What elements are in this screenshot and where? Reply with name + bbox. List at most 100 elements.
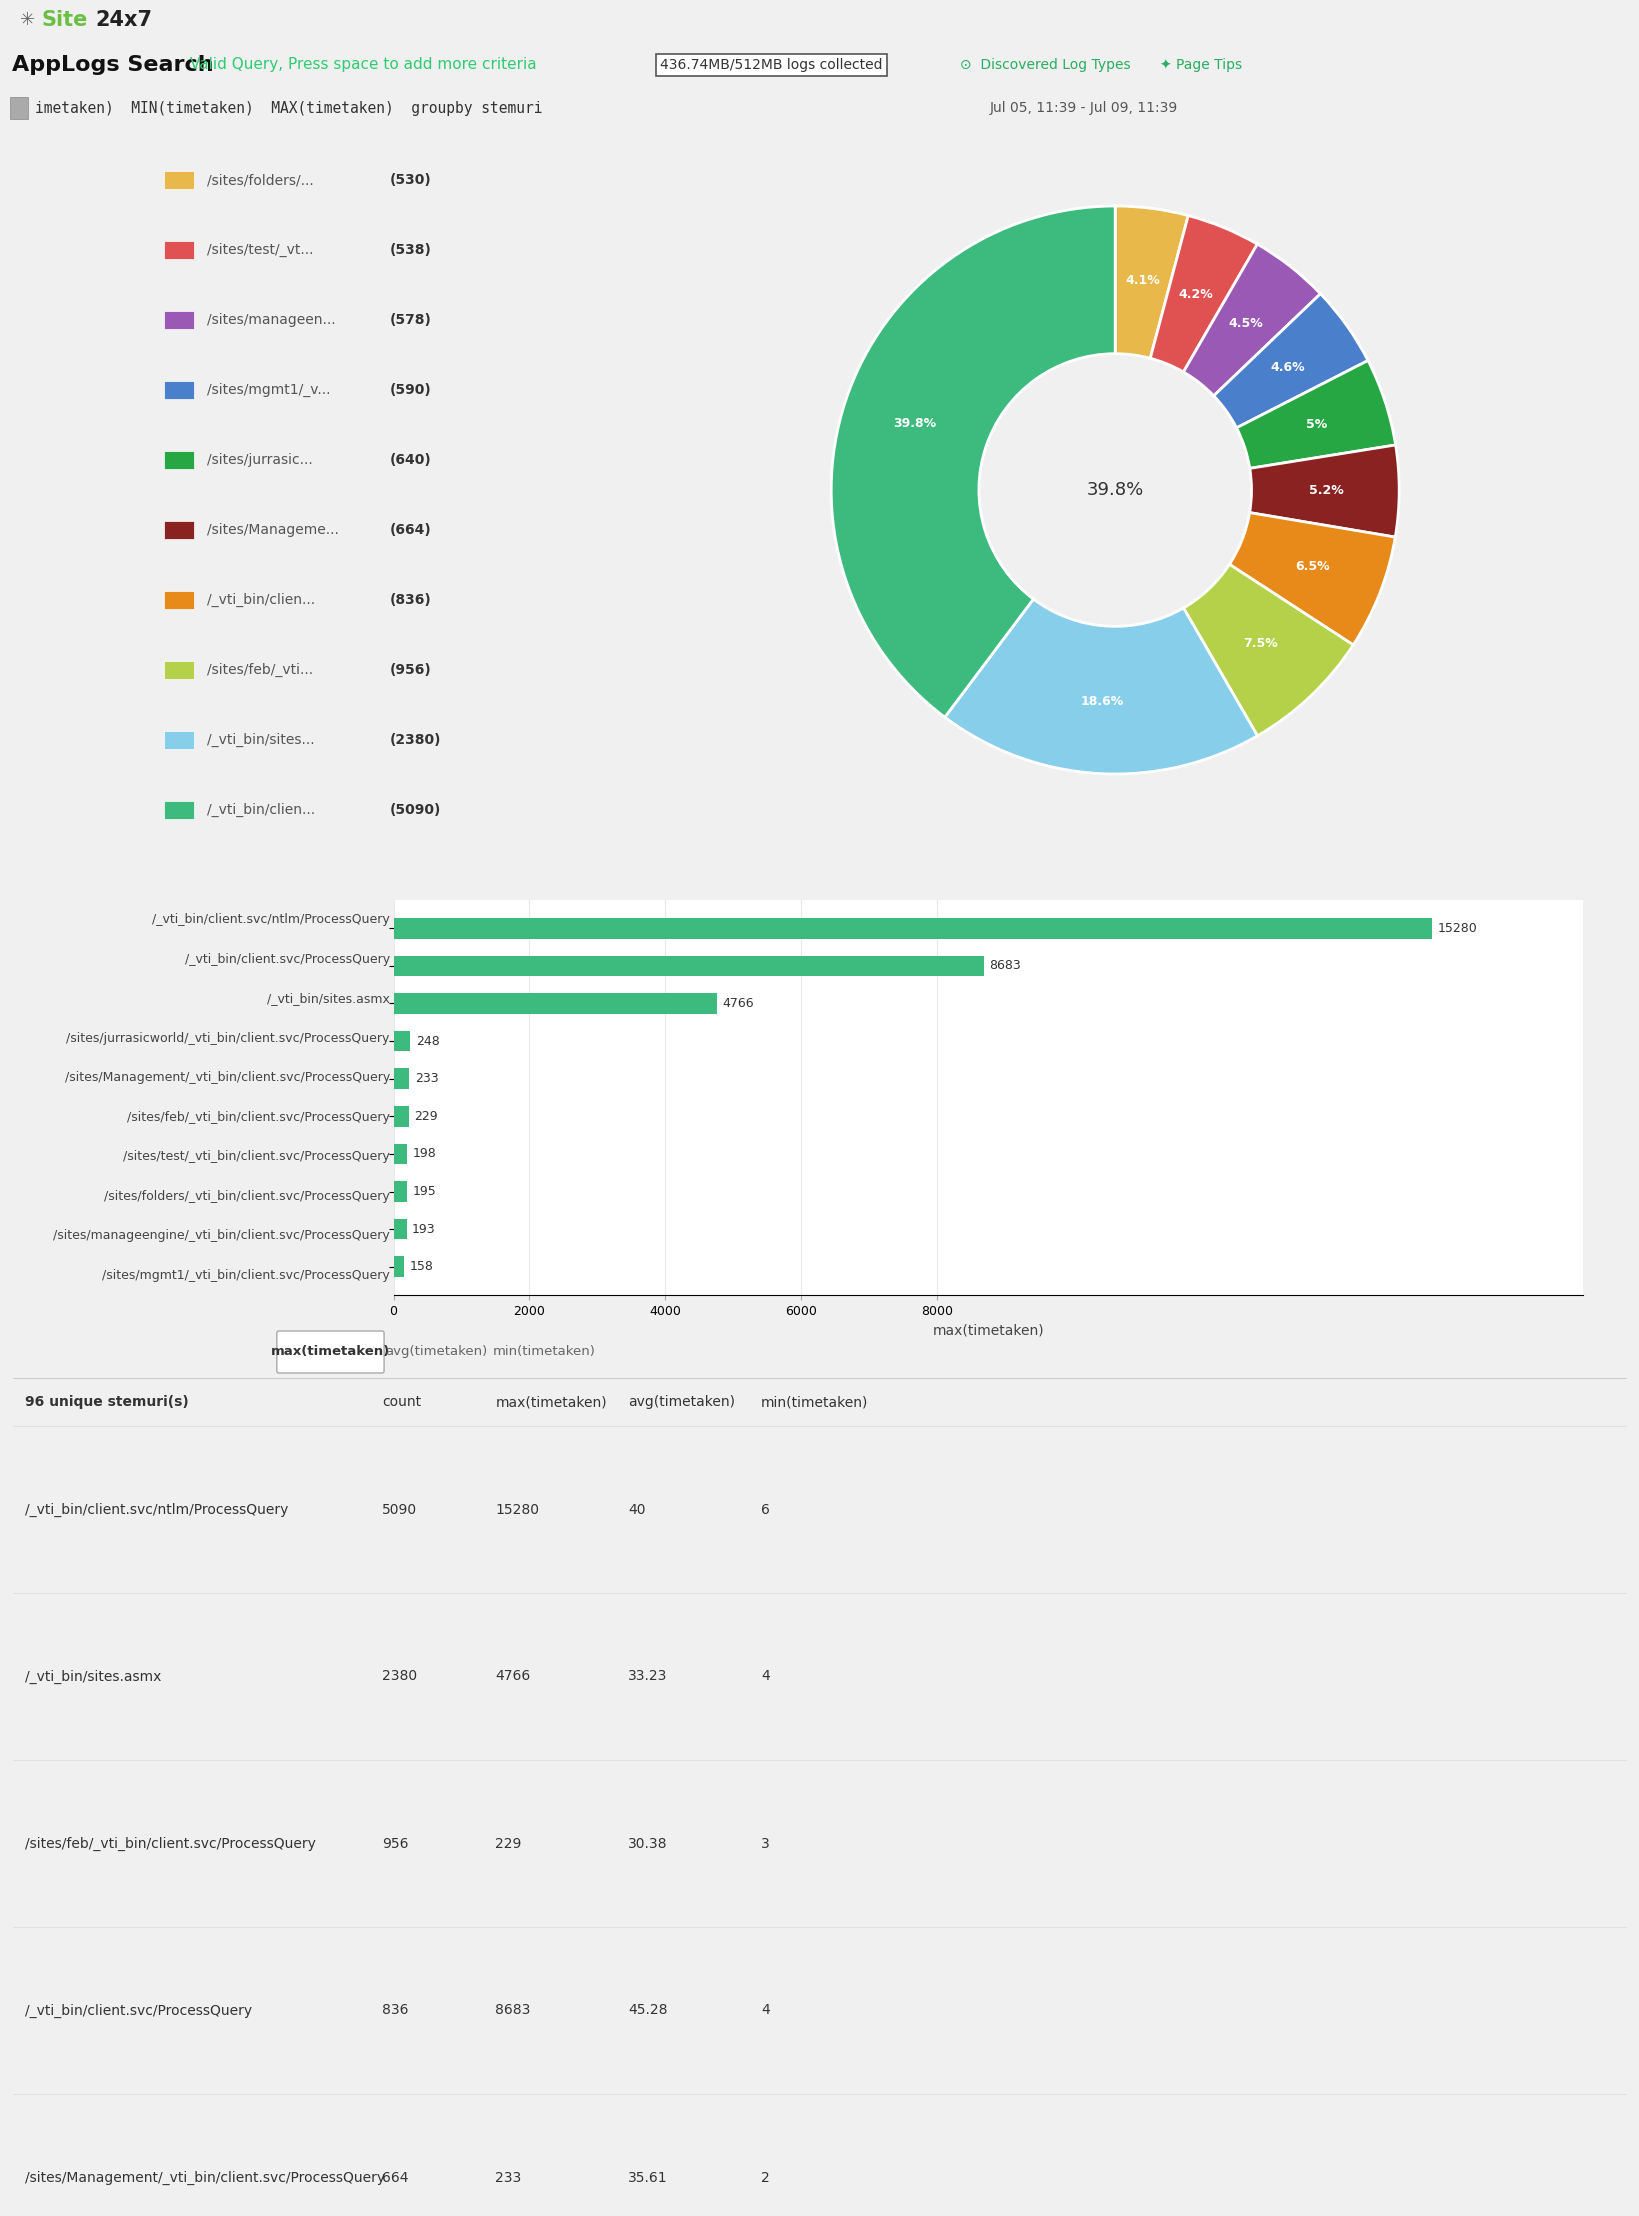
Text: /sites/manageen...: /sites/manageen... [207, 312, 339, 328]
Bar [393, 1143, 406, 1163]
Wedge shape [1236, 361, 1395, 468]
Bar [393, 1106, 408, 1126]
Text: 2380: 2380 [382, 1669, 416, 1684]
Text: 4.6%: 4.6% [1270, 361, 1305, 375]
Text: 4.5%: 4.5% [1228, 317, 1262, 330]
Text: /sites/folders/_vti_bin/client.svc/ProcessQuery: /sites/folders/_vti_bin/client.svc/Proce… [103, 1190, 390, 1203]
Wedge shape [1249, 445, 1398, 536]
Text: 4: 4 [760, 2003, 769, 2017]
Text: 7.5%: 7.5% [1242, 636, 1277, 649]
Text: (590): (590) [390, 383, 431, 397]
Text: 956: 956 [382, 1837, 408, 1850]
Text: ✦ Page Tips: ✦ Page Tips [1159, 58, 1241, 71]
Text: /_vti_bin/sites.asmx: /_vti_bin/sites.asmx [25, 1669, 161, 1684]
Text: /sites/feb/_vti...: /sites/feb/_vti... [207, 663, 316, 678]
Bar [164, 381, 193, 399]
Text: (538): (538) [390, 244, 431, 257]
Text: 39.8%: 39.8% [892, 417, 936, 430]
Wedge shape [1229, 512, 1395, 645]
Wedge shape [1149, 215, 1257, 372]
Text: 15280: 15280 [1436, 922, 1477, 935]
Text: 229: 229 [415, 1110, 438, 1124]
Text: 248: 248 [416, 1035, 439, 1048]
Bar [393, 1068, 410, 1088]
Text: 2: 2 [760, 2169, 769, 2185]
Bar [164, 521, 193, 538]
Text: /sites/Management/_vti_bin/client.svc/ProcessQuery: /sites/Management/_vti_bin/client.svc/Pr… [25, 2169, 385, 2185]
Text: (836): (836) [390, 594, 431, 607]
Text: 35.61: 35.61 [628, 2169, 667, 2185]
Text: 40: 40 [628, 1502, 646, 1516]
Text: (664): (664) [390, 523, 431, 536]
Wedge shape [1183, 244, 1319, 397]
Text: (956): (956) [390, 663, 431, 678]
Text: max(timetaken): max(timetaken) [270, 1345, 390, 1358]
Text: /sites/feb/_vti_bin/client.svc/ProcessQuery: /sites/feb/_vti_bin/client.svc/ProcessQu… [126, 1110, 390, 1124]
Text: /sites/mgmt1/_vti_bin/client.svc/ProcessQuery: /sites/mgmt1/_vti_bin/client.svc/Process… [102, 1270, 390, 1281]
Text: /_vti_bin/client.svc/ProcessQuery: /_vti_bin/client.svc/ProcessQuery [185, 953, 390, 966]
Text: 4766: 4766 [723, 997, 754, 1010]
Text: 3: 3 [760, 1837, 769, 1850]
Text: (578): (578) [390, 312, 431, 328]
Text: 45.28: 45.28 [628, 2003, 667, 2017]
Bar [393, 993, 716, 1015]
Text: (5090): (5090) [390, 802, 441, 818]
Text: /sites/Manageme...: /sites/Manageme... [207, 523, 343, 536]
Text: Site: Site [43, 11, 89, 31]
Bar [393, 1256, 405, 1276]
Text: imetaken)  MIN(timetaken)  MAX(timetaken)  groupby stemuri: imetaken) MIN(timetaken) MAX(timetaken) … [34, 100, 543, 115]
Text: /sites/manageengine/_vti_bin/client.svc/ProcessQuery: /sites/manageengine/_vti_bin/client.svc/… [52, 1230, 390, 1243]
Text: 18.6%: 18.6% [1080, 694, 1124, 707]
Text: 4: 4 [760, 1669, 769, 1684]
Text: (2380): (2380) [390, 733, 441, 747]
Text: 96 unique stemuri(s): 96 unique stemuri(s) [25, 1396, 188, 1409]
Text: 33.23: 33.23 [628, 1669, 667, 1684]
FancyBboxPatch shape [277, 1332, 384, 1374]
Text: avg(timetaken): avg(timetaken) [628, 1396, 734, 1409]
Wedge shape [944, 598, 1257, 773]
Bar [164, 171, 193, 188]
Text: /_vti_bin/clien...: /_vti_bin/clien... [207, 594, 320, 607]
Text: 4766: 4766 [495, 1669, 529, 1684]
Text: max(timetaken): max(timetaken) [495, 1396, 606, 1409]
Text: 6: 6 [760, 1502, 769, 1516]
Text: 229: 229 [495, 1837, 521, 1850]
Text: (640): (640) [390, 452, 431, 468]
Bar [393, 1181, 406, 1201]
Text: 15280: 15280 [495, 1502, 539, 1516]
Text: 193: 193 [411, 1223, 436, 1237]
Bar [164, 800, 193, 820]
Text: 233: 233 [495, 2169, 521, 2185]
Text: min(timetaken): min(timetaken) [493, 1345, 595, 1358]
Text: count: count [382, 1396, 421, 1409]
Text: 195: 195 [411, 1186, 436, 1199]
Text: /sites/feb/_vti_bin/client.svc/ProcessQuery: /sites/feb/_vti_bin/client.svc/ProcessQu… [25, 1837, 316, 1850]
Text: 8683: 8683 [495, 2003, 531, 2017]
Text: /_vti_bin/client.svc/ProcessQuery: /_vti_bin/client.svc/ProcessQuery [25, 2003, 252, 2017]
Text: /_vti_bin/sites...: /_vti_bin/sites... [207, 733, 318, 747]
Text: (530): (530) [390, 173, 431, 186]
Bar [164, 310, 193, 328]
Bar [393, 917, 1431, 940]
Bar [10, 98, 28, 120]
Text: ✳: ✳ [20, 11, 36, 29]
Text: 6.5%: 6.5% [1295, 561, 1329, 574]
Text: /sites/test/_vti_bin/client.svc/ProcessQuery: /sites/test/_vti_bin/client.svc/ProcessQ… [123, 1150, 390, 1163]
Text: ⊙  Discovered Log Types: ⊙ Discovered Log Types [959, 58, 1129, 71]
Bar [164, 731, 193, 749]
Text: avg(timetaken): avg(timetaken) [385, 1345, 487, 1358]
Text: 233: 233 [415, 1073, 438, 1086]
Bar [164, 452, 193, 470]
Text: /sites/mgmt1/_v...: /sites/mgmt1/_v... [207, 383, 334, 397]
Bar [164, 660, 193, 678]
Text: 4.1%: 4.1% [1124, 275, 1159, 286]
Text: 4.2%: 4.2% [1178, 288, 1213, 301]
Text: Valid Query, Press space to add more criteria: Valid Query, Press space to add more cri… [190, 58, 536, 73]
Text: /sites/test/_vt...: /sites/test/_vt... [207, 244, 318, 257]
Bar [393, 955, 983, 977]
Text: 158: 158 [410, 1261, 433, 1274]
Wedge shape [1115, 206, 1188, 359]
Text: 24x7: 24x7 [95, 11, 152, 31]
Text: /_vti_bin/client.svc/ntlm/ProcessQuery: /_vti_bin/client.svc/ntlm/ProcessQuery [152, 913, 390, 926]
Text: /sites/folders/...: /sites/folders/... [207, 173, 318, 186]
